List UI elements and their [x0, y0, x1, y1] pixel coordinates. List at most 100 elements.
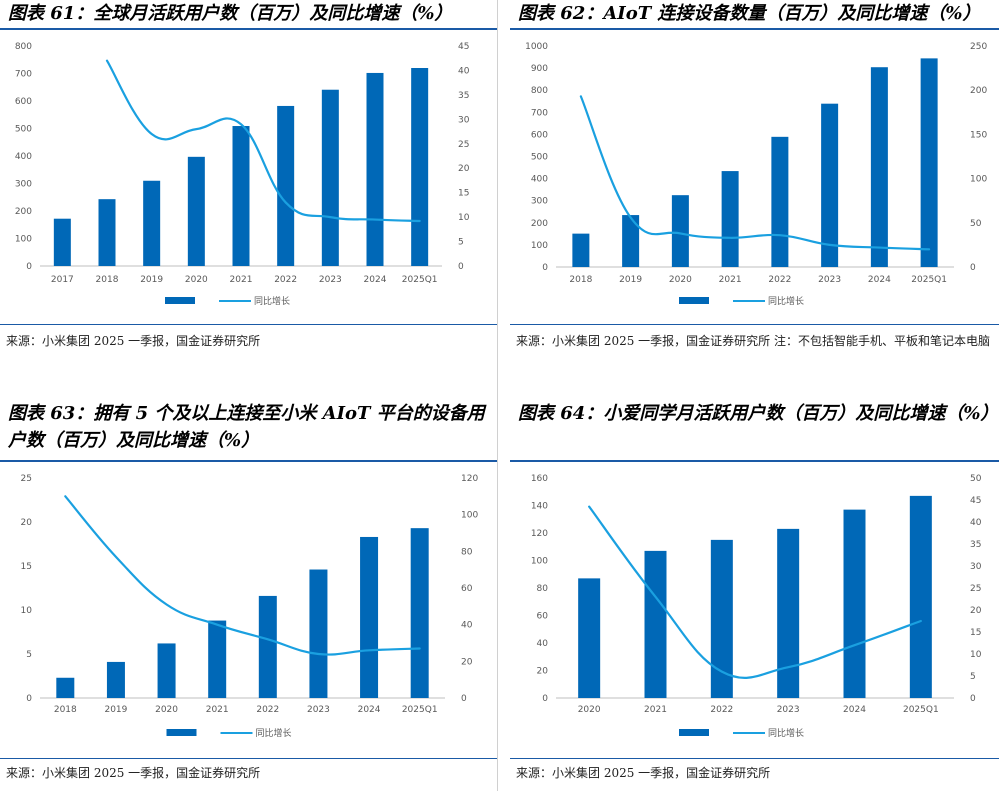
y-left-tick-label: 800	[15, 42, 32, 52]
title-rule	[0, 460, 497, 462]
x-tick-label: 2025Q1	[402, 705, 438, 715]
bar	[843, 509, 866, 698]
bar	[671, 195, 689, 267]
legend-bar-swatch	[166, 729, 197, 736]
bar	[721, 171, 739, 267]
y-right-tick-label: 45	[970, 496, 981, 506]
y-left-tick-label: 40	[537, 639, 549, 649]
bar	[870, 67, 888, 267]
y-right-tick-label: 15	[970, 628, 981, 638]
legend-bar-swatch	[679, 297, 709, 304]
title-rule	[510, 460, 999, 462]
x-tick-label: 2022	[274, 275, 297, 285]
combo-chart: 0 100 200 300 400 500 600 700 800 0 5 10 15 20 25 30 35 4…	[15, 42, 470, 307]
legend-bar-swatch	[165, 297, 195, 304]
bar	[578, 578, 601, 698]
chart-title: 图表 64：小爱同学月活跃用户数（百万）及同比增速（%）	[518, 403, 999, 424]
y-left-tick-label: 100	[531, 241, 548, 251]
y-right-tick-label: 10	[970, 650, 982, 660]
source-rule	[510, 758, 999, 759]
y-left-tick-label: 15	[21, 562, 32, 572]
x-tick-label: 2025Q1	[903, 705, 939, 715]
legend-bar-swatch	[679, 729, 709, 736]
bar	[411, 68, 429, 266]
x-tick-label: 2020	[669, 275, 692, 285]
x-tick-label: 2021	[230, 275, 253, 285]
source-note: 来源：小米集团 2025 一季报，国金证券研究所	[516, 766, 771, 780]
y-left-tick-label: 400	[531, 175, 548, 185]
y-left-tick-label: 20	[537, 667, 549, 677]
x-tick-label: 2022	[768, 275, 791, 285]
y-left-tick-label: 700	[531, 108, 548, 118]
x-tick-label: 2023	[818, 275, 841, 285]
bar	[410, 528, 429, 698]
y-right-tick-label: 100	[970, 175, 987, 185]
yoy-growth-line	[588, 505, 922, 679]
combo-chart: 0 100 200 300 400 500 600 700 800 900 1000 0 50 100 15…	[525, 42, 987, 307]
y-right-tick-label: 0	[970, 263, 976, 273]
chart-panel-61: 图表 61：全球月活跃用户数（百万）及同比增速（%） 0 100 200 300 400…	[0, 0, 497, 395]
y-right-tick-label: 10	[458, 213, 470, 223]
x-tick-label: 2024	[364, 275, 387, 285]
y-left-tick-label: 80	[537, 584, 549, 594]
y-right-tick-label: 25	[970, 584, 981, 594]
combo-chart: 0 20 40 60 80 100 120 140 160 0 5 10 15 20 25 30 35 40 45 5…	[531, 474, 982, 739]
x-tick-label: 2018	[54, 705, 77, 715]
x-tick-label: 2024	[868, 275, 891, 285]
y-left-tick-label: 0	[542, 263, 548, 273]
source-rule	[510, 324, 999, 325]
source-note: 来源：小米集团 2025 一季报，国金证券研究所	[6, 334, 261, 348]
y-left-tick-label: 160	[531, 474, 548, 484]
x-tick-label: 2020	[578, 705, 601, 715]
combo-chart: 0 5 10 15 20 25 0 20 40 60 80 100 120 2018 2019 2020 202…	[21, 474, 479, 739]
legend-line-label: 同比增长	[256, 727, 292, 739]
y-right-tick-label: 40	[461, 621, 473, 631]
bar	[208, 620, 227, 698]
x-tick-label: 2020	[185, 275, 208, 285]
y-right-tick-label: 0	[461, 694, 467, 704]
y-right-tick-label: 100	[461, 511, 478, 521]
x-tick-label: 2017	[51, 275, 74, 285]
y-left-tick-label: 500	[15, 125, 32, 135]
x-tick-label: 2023	[307, 705, 330, 715]
y-right-tick-label: 40	[970, 518, 982, 528]
y-right-tick-label: 5	[458, 238, 464, 248]
y-right-tick-label: 80	[461, 547, 473, 557]
chart-title: 图表 61：全球月活跃用户数（百万）及同比增速（%）	[8, 3, 453, 24]
legend-line-label: 同比增长	[254, 295, 290, 307]
x-tick-label: 2019	[140, 275, 163, 285]
y-right-tick-label: 30	[458, 115, 470, 125]
y-left-tick-label: 300	[15, 180, 32, 190]
bar	[53, 218, 71, 266]
y-right-tick-label: 120	[461, 474, 478, 484]
y-right-tick-label: 60	[461, 584, 473, 594]
y-left-tick-label: 25	[21, 474, 32, 484]
x-tick-label: 2022	[710, 705, 733, 715]
y-left-tick-label: 200	[15, 207, 32, 217]
bar	[157, 643, 176, 698]
yoy-growth-line	[64, 495, 421, 656]
x-tick-label: 2025Q1	[911, 275, 947, 285]
y-right-tick-label: 50	[970, 474, 982, 484]
y-left-tick-label: 5	[26, 650, 32, 660]
legend-line-label: 同比增长	[768, 727, 804, 739]
y-left-tick-label: 10	[21, 606, 33, 616]
y-right-tick-label: 20	[970, 606, 982, 616]
y-right-tick-label: 35	[970, 540, 981, 550]
source-rule	[0, 324, 497, 325]
source-note: 来源：小米集团 2025 一季报，国金证券研究所	[6, 766, 261, 780]
x-tick-label: 2024	[843, 705, 866, 715]
x-tick-label: 2018	[569, 275, 592, 285]
x-tick-label: 2023	[319, 275, 342, 285]
x-tick-label: 2020	[155, 705, 178, 715]
x-tick-label: 2021	[719, 275, 742, 285]
yoy-growth-line	[579, 95, 931, 251]
source-note: 来源：小米集团 2025 一季报，国金证券研究所 注：不包括智能手机、平板和笔记…	[516, 334, 990, 348]
y-left-tick-label: 100	[15, 235, 32, 245]
legend-line-label: 同比增长	[768, 295, 804, 307]
y-right-tick-label: 0	[970, 694, 976, 704]
bar	[258, 595, 277, 698]
y-left-tick-label: 600	[531, 130, 548, 140]
bar	[321, 89, 339, 266]
bar	[98, 199, 116, 266]
